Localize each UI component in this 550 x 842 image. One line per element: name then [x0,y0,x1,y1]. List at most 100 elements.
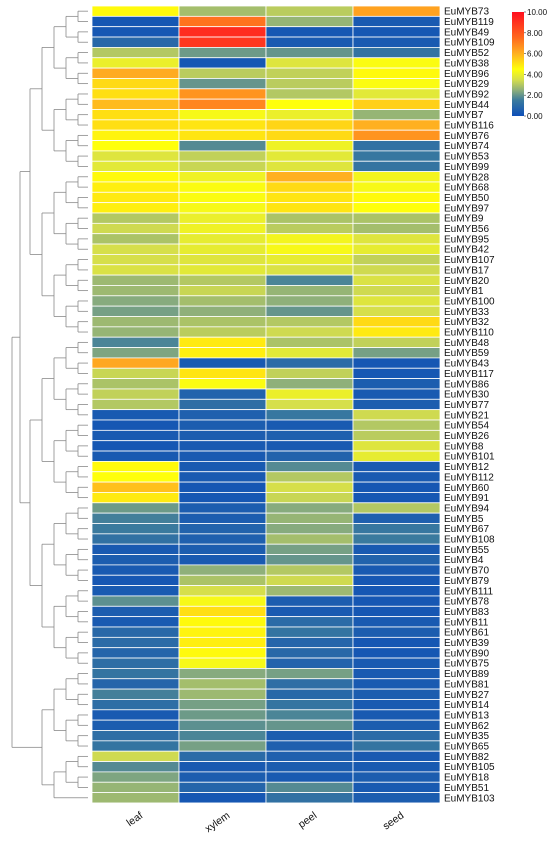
row-label: EuMYB96 [444,69,489,80]
heatmap-cell [352,295,441,307]
row-label: EuMYB95 [444,234,489,245]
heatmap-cell [91,595,180,607]
row-label: EuMYB39 [444,638,489,649]
heatmap-cell [178,781,267,794]
row-label: EuMYB33 [444,307,489,318]
row-label: EuMYB109 [444,38,495,49]
heatmap-cell [265,647,354,659]
heatmap-cell [178,264,267,276]
heatmap-cell [91,657,180,669]
row-label: EuMYB99 [444,162,489,173]
legend-tick-label: 6.00 [527,50,543,59]
row-label: EuMYB110 [444,328,494,339]
heatmap-cell [178,574,267,587]
heatmap-cell [178,481,267,493]
heatmap-cell [352,554,441,566]
heatmap-cell [178,533,267,545]
heatmap-cell [265,36,354,48]
heatmap-cell [265,492,354,504]
row-label: EuMYB9 [444,214,484,225]
heatmap-cell [91,512,180,524]
heatmap-cell [178,564,267,576]
heatmap-cell [178,233,267,245]
row-label: EuMYB54 [444,421,489,432]
heatmap-cell [178,243,267,255]
heatmap-cell [178,367,267,380]
row-label: EuMYB61 [444,628,489,639]
heatmap-cell [265,740,354,752]
heatmap-cell [91,233,180,245]
heatmap-cell [352,357,441,369]
heatmap-cell [352,57,441,69]
heatmap-cell [352,502,441,514]
heatmap-cell [91,574,180,587]
heatmap-cell [352,533,441,545]
heatmap-cell [91,585,180,597]
heatmap-cell [178,253,267,266]
heatmap-cell [91,492,180,504]
heatmap-cell [352,647,441,659]
row-label: EuMYB5 [444,514,484,525]
heatmap-cell [91,502,180,514]
row-label: EuMYB75 [444,659,489,670]
heatmap-cell [265,212,354,224]
heatmap-cell [265,523,354,535]
column-label: seed [381,809,407,832]
heatmap-cell [91,336,180,348]
heatmap-cell [265,295,354,307]
heatmap-cell [352,657,441,669]
row-label: EuMYB65 [444,742,489,753]
heatmap-cell [91,647,180,659]
row-label: EuMYB97 [444,203,489,214]
row-label: EuMYB89 [444,669,489,680]
heatmap-cell [352,378,441,390]
heatmap-cell [352,512,441,524]
heatmap-cell [178,699,267,711]
heatmap-cell [352,15,441,28]
heatmap-cell [91,357,180,369]
heatmap-cell [91,47,180,59]
heatmap-cell [91,316,180,328]
heatmap-cell [91,26,180,38]
heatmap-cell [352,543,441,555]
heatmap-cell [265,668,354,680]
row-label: EuMYB105 [444,762,495,773]
heatmap-cell [91,253,180,266]
heatmap-cell [265,471,354,483]
heatmap-cell [178,15,267,28]
row-label: EuMYB76 [444,131,489,142]
row-label: EuMYB67 [444,524,489,535]
heatmap-cell [91,398,180,411]
row-label: EuMYB26 [444,431,489,442]
column-labels: leaf xylem peel seed [124,809,406,835]
row-label: EuMYB59 [444,348,489,359]
heatmap-cell [91,564,180,576]
row-label: EuMYB79 [444,576,489,587]
row-label: EuMYB27 [444,690,489,701]
heatmap-cell [352,347,441,359]
heatmap-cell [91,678,180,690]
row-label: EuMYB60 [444,483,489,494]
heatmap-cell [352,129,441,141]
column-label: peel [296,810,319,831]
heatmap-cell [91,67,180,79]
heatmap-cell [265,761,354,773]
heatmap-cell [352,605,441,618]
heatmap-cell [265,481,354,493]
heatmap-cell [178,761,267,773]
heatmap-cell [265,57,354,69]
heatmap-cell [265,771,354,783]
heatmap-cell [91,78,180,90]
column-label: leaf [124,810,145,830]
row-label: EuMYB86 [444,379,489,390]
heatmap-cell [178,730,267,742]
heatmap-cell [91,740,180,752]
heatmap-cell [352,171,441,183]
heatmap-cell [265,274,354,286]
heatmap-cell [265,160,354,173]
heatmap-cell [352,678,441,690]
row-label: EuMYB8 [444,441,484,452]
row-label: EuMYB83 [444,607,489,618]
heatmap-cell [91,36,180,48]
